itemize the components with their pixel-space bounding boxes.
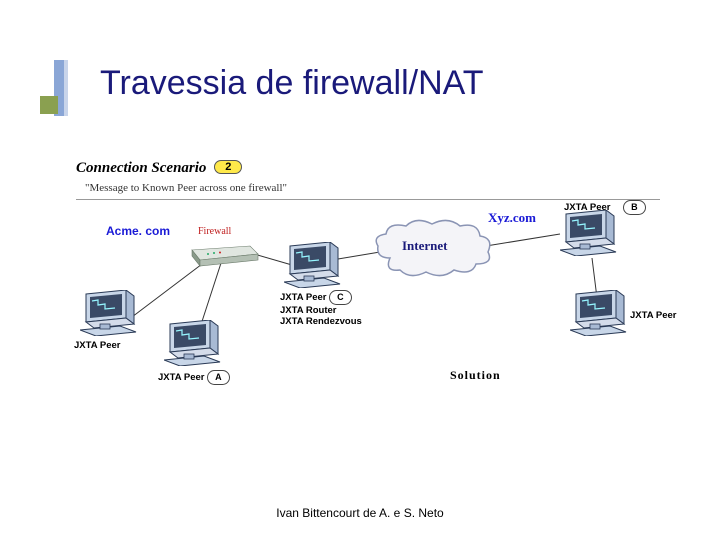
peer-a-label: JXTA Peer A bbox=[158, 370, 230, 385]
title-accent-icon bbox=[40, 60, 80, 116]
peer-icon bbox=[570, 290, 628, 336]
footer-author: Ivan Bittencourt de A. e S. Neto bbox=[0, 506, 720, 520]
peer-c-line2: JXTA Router bbox=[280, 305, 362, 316]
solution-label: Solution bbox=[450, 368, 501, 383]
peer-b-badge: B bbox=[623, 200, 646, 215]
peer-c-icon bbox=[284, 242, 342, 288]
peer-c-badge: C bbox=[329, 290, 352, 305]
peer-bottom-right-label: JXTA Peer bbox=[630, 310, 676, 321]
peer-b-text: JXTA Peer bbox=[564, 202, 610, 213]
peer-a-icon bbox=[164, 320, 222, 366]
slide-title: Travessia de firewall/NAT bbox=[100, 64, 484, 103]
peer-b-icon bbox=[560, 210, 618, 256]
peer-c-labels: JXTA Peer C JXTA Router JXTA Rendezvous bbox=[280, 290, 362, 327]
peer-a-badge: A bbox=[207, 370, 230, 385]
peer-label: JXTA Peer bbox=[74, 340, 120, 351]
peer-b-label: JXTA Peer B bbox=[564, 200, 646, 215]
peer-c-line3: JXTA Rendezvous bbox=[280, 316, 362, 327]
internet-label: Internet bbox=[402, 238, 448, 254]
firewall-icon bbox=[188, 240, 260, 268]
peer-icon bbox=[80, 290, 138, 336]
peer-c-line1: JXTA Peer bbox=[280, 292, 326, 303]
network-diagram: Acme. com Xyz.com Firewall Internet bbox=[70, 160, 680, 420]
peer-a-text: JXTA Peer bbox=[158, 372, 204, 383]
